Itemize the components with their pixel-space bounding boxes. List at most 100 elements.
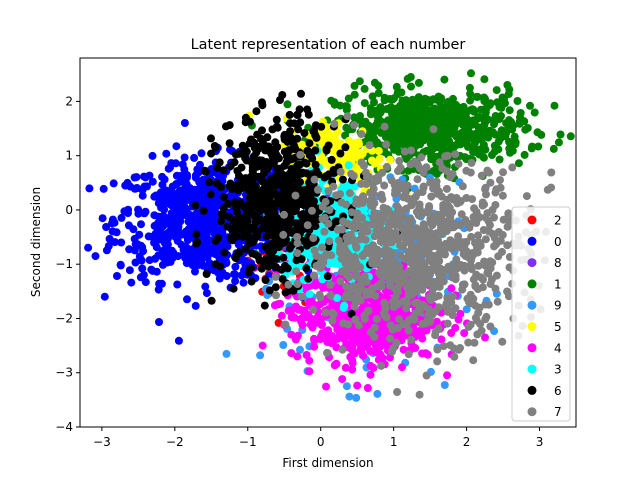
- point-series-7: [486, 322, 495, 331]
- point-series-7: [328, 316, 337, 325]
- point-series-4: [437, 335, 446, 344]
- point-series-5: [318, 155, 327, 164]
- point-series-0: [172, 142, 181, 151]
- point-series-1: [530, 108, 539, 117]
- point-series-7: [377, 192, 386, 201]
- point-series-4: [418, 334, 427, 343]
- point-series-0: [191, 267, 199, 276]
- point-series-0: [85, 184, 94, 193]
- point-series-1: [505, 116, 514, 125]
- point-series-7: [403, 181, 412, 190]
- point-series-7: [404, 267, 413, 276]
- point-series-0: [208, 244, 217, 253]
- point-series-6: [206, 190, 215, 199]
- point-series-0: [164, 164, 173, 173]
- point-series-1: [514, 159, 523, 168]
- point-series-6: [273, 192, 282, 201]
- point-series-6: [322, 145, 331, 153]
- point-series-7: [349, 282, 358, 291]
- point-series-0: [148, 151, 157, 160]
- point-series-0: [184, 212, 193, 221]
- point-series-6: [292, 183, 301, 192]
- point-series-0: [147, 265, 156, 274]
- point-series-6: [243, 216, 252, 225]
- point-series-6: [324, 170, 333, 179]
- point-series-4: [290, 313, 299, 322]
- point-series-7: [454, 159, 463, 168]
- point-series-4: [398, 363, 406, 372]
- legend-marker: [527, 322, 537, 331]
- point-series-4: [454, 315, 463, 324]
- point-series-1: [466, 134, 475, 143]
- point-series-7: [382, 162, 391, 171]
- point-series-7: [405, 221, 414, 230]
- y-tick-label: 0: [65, 203, 73, 217]
- point-series-6: [255, 160, 264, 169]
- point-series-7: [346, 293, 355, 302]
- point-series-6: [294, 125, 303, 134]
- point-series-7: [334, 236, 343, 245]
- point-series-6: [285, 146, 294, 155]
- point-series-7: [452, 255, 461, 264]
- point-series-7: [389, 344, 398, 353]
- point-series-4: [348, 342, 357, 351]
- point-series-1: [390, 115, 399, 124]
- point-series-0: [152, 243, 161, 252]
- point-series-7: [423, 315, 432, 324]
- point-series-6: [225, 139, 234, 148]
- point-series-7: [316, 259, 325, 268]
- point-series-7: [352, 270, 361, 279]
- point-series-0: [202, 251, 211, 260]
- point-series-4: [443, 371, 452, 380]
- point-series-7: [431, 331, 440, 340]
- point-series-0: [136, 273, 145, 282]
- point-series-6: [200, 166, 209, 175]
- point-series-7: [404, 326, 413, 335]
- point-series-1: [533, 128, 542, 137]
- point-series-1: [492, 86, 501, 95]
- point-series-6: [271, 138, 280, 147]
- legend-marker: [527, 343, 537, 353]
- point-series-6: [253, 252, 262, 261]
- point-series-9: [345, 392, 354, 401]
- point-series-6: [192, 230, 201, 239]
- point-series-1: [474, 131, 483, 140]
- point-series-7: [469, 356, 478, 365]
- point-series-6: [289, 286, 298, 295]
- point-series-7: [454, 232, 463, 241]
- point-series-4: [460, 329, 469, 338]
- point-series-6: [258, 101, 267, 110]
- point-series-6: [276, 164, 285, 173]
- point-series-4: [353, 338, 362, 347]
- point-series-1: [373, 111, 382, 120]
- point-series-0: [159, 195, 168, 204]
- point-series-7: [361, 235, 370, 244]
- point-series-7: [442, 167, 451, 176]
- point-series-0: [150, 192, 159, 201]
- point-series-7: [339, 217, 348, 226]
- point-series-7: [342, 200, 350, 209]
- point-series-1: [495, 103, 504, 112]
- point-series-4: [332, 343, 341, 352]
- point-series-7: [407, 146, 416, 155]
- point-series-7: [448, 208, 457, 217]
- point-series-6: [250, 143, 259, 152]
- point-series-7: [292, 267, 301, 276]
- point-series-7: [404, 194, 412, 203]
- point-series-0: [180, 119, 189, 127]
- point-series-6: [253, 194, 262, 203]
- legend-label: 5: [554, 320, 562, 334]
- point-series-7: [499, 168, 507, 177]
- point-series-7: [460, 244, 469, 253]
- point-series-0: [100, 292, 109, 301]
- point-series-0: [174, 201, 182, 210]
- point-series-7: [439, 277, 448, 286]
- point-series-0: [134, 205, 143, 214]
- point-series-6: [219, 166, 228, 175]
- point-series-1: [503, 81, 512, 89]
- point-series-0: [148, 177, 157, 186]
- point-series-1: [440, 75, 449, 84]
- point-series-1: [495, 155, 504, 164]
- point-series-6: [249, 152, 258, 161]
- point-series-6: [225, 213, 234, 221]
